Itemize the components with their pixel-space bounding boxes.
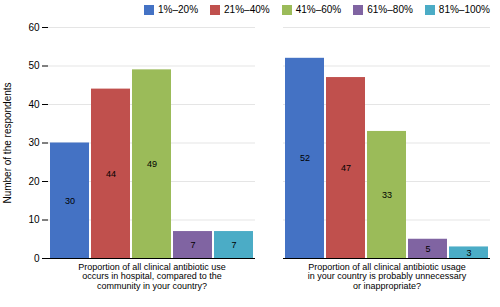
- svg-text:49: 49: [147, 159, 157, 169]
- svg-text:40: 40: [28, 99, 40, 110]
- svg-text:0: 0: [34, 253, 40, 264]
- html-text:41%–60%: 41%–60%: [295, 4, 342, 15]
- html-text:81%–100%: 81%–100%: [438, 4, 490, 15]
- svg-text:30: 30: [65, 196, 75, 206]
- html-text:61%–80%: 61%–80%: [367, 4, 413, 15]
- svg-text:47: 47: [341, 163, 351, 173]
- svg-text:20: 20: [28, 176, 40, 187]
- svg-text:30: 30: [28, 137, 40, 148]
- html-text:21%–40%: 21%–40%: [224, 4, 270, 15]
- html-text:1%–20%: 1%–20%: [158, 4, 199, 15]
- svg-text:7: 7: [231, 240, 236, 250]
- svg-text:Number of the respondents: Number of the respondents: [2, 82, 13, 203]
- svg-text:Proportion of all clinical ant: Proportion of all clinical antibiotic us…: [308, 262, 467, 292]
- svg-text:Proportion of all clinical ant: Proportion of all clinical antibiotic us…: [78, 262, 226, 292]
- svg-text:33: 33: [382, 190, 392, 200]
- svg-text:3: 3: [466, 248, 471, 258]
- svg-text:10: 10: [28, 214, 40, 225]
- svg-text:7: 7: [190, 240, 195, 250]
- svg-text:52: 52: [300, 153, 310, 163]
- svg-text:50: 50: [28, 60, 40, 71]
- svg-text:44: 44: [106, 169, 116, 179]
- svg-text:5: 5: [425, 244, 430, 254]
- svg-text:60: 60: [28, 22, 40, 33]
